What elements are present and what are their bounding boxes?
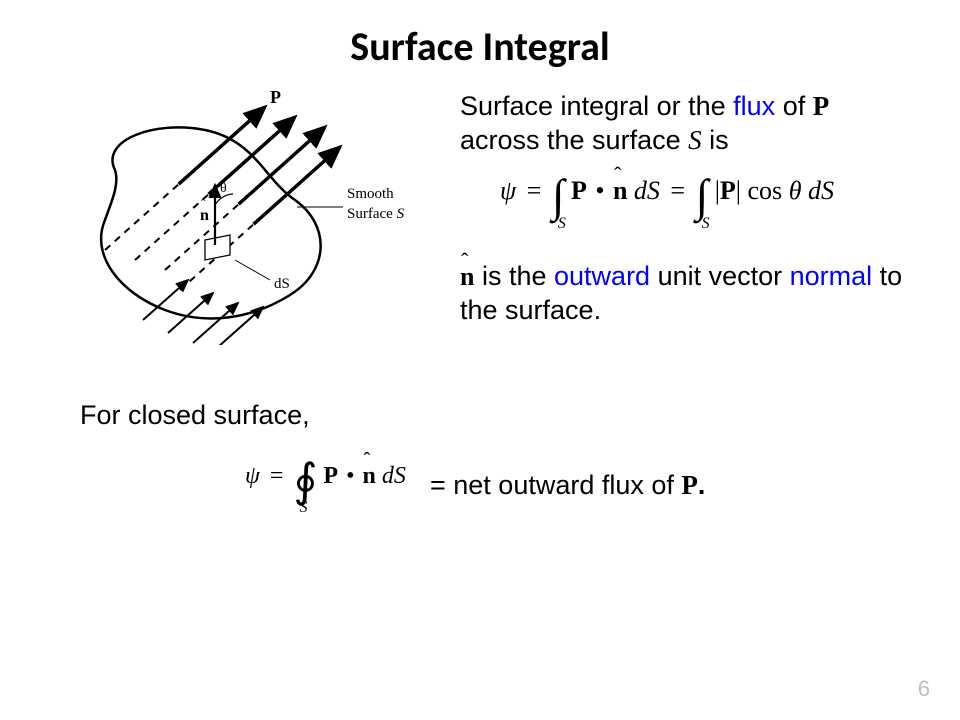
dS: dS (808, 176, 834, 205)
svg-text:Smooth: Smooth (347, 186, 394, 202)
dot-icon: • (344, 463, 356, 489)
page-title: Surface Integral (0, 22, 960, 71)
vector-P: P (720, 176, 736, 205)
page-number: 6 (918, 676, 930, 702)
svg-text:dS: dS (274, 276, 290, 292)
text: of (775, 91, 813, 121)
equation-closed-surface: ψ = ∮S P • n dS (245, 460, 406, 503)
n-hat: n (460, 261, 474, 294)
surface-S: S (688, 125, 702, 155)
bar: | (736, 176, 741, 205)
dS: dS (382, 463, 406, 489)
vector-P: P (813, 91, 830, 121)
word-normal: normal (790, 261, 873, 291)
svg-text:ˆ: ˆ (201, 196, 206, 211)
psi: ψ (500, 176, 516, 205)
svg-text:Surface S: Surface S (347, 206, 405, 222)
vector-P: P (681, 470, 698, 500)
equals: = (666, 176, 689, 205)
psi: ψ (245, 463, 260, 489)
text: unit vector (650, 261, 790, 291)
equals: = (523, 176, 546, 205)
equation-surface-integral: ψ = ∫S P • n dS = ∫S |P| cos θ dS (500, 175, 910, 220)
text: is (702, 125, 729, 155)
paragraph-flux-definition: Surface integral or the flux of P across… (460, 90, 910, 158)
integral-1: ∫S (552, 175, 565, 220)
text: across the surface (460, 125, 688, 155)
n-hat: n (613, 175, 627, 208)
paragraph-closed-surface: For closed surface, (80, 400, 310, 431)
word-outward: outward (554, 261, 650, 291)
dS: dS (634, 176, 660, 205)
closed-integral: ∮S (293, 460, 317, 503)
equals: = (266, 463, 288, 489)
equation-closed-result: = net outward flux of P. (430, 470, 705, 501)
vector-P: P (323, 463, 338, 489)
dot-icon: • (593, 176, 606, 205)
n-hat: n (363, 463, 376, 490)
text: Surface integral or the (460, 91, 733, 121)
slide: Surface Integral Pθ n ˆ dS Smooth Surface S S… (0, 0, 960, 720)
cos: cos (748, 176, 783, 205)
text: . (698, 470, 706, 500)
svg-text:P: P (270, 87, 281, 107)
flux-diagram: PθnˆdSSmoothSurface S (60, 85, 420, 345)
vector-P: P (571, 176, 587, 205)
theta: θ (789, 176, 802, 205)
word-flux: flux (733, 91, 775, 121)
integral-2: ∫S (696, 175, 709, 220)
text: is the (474, 261, 554, 291)
text: = net outward flux of (430, 470, 681, 500)
svg-text:θ: θ (220, 181, 227, 196)
diagram-svg: PθnˆdSSmoothSurface S (60, 85, 420, 345)
paragraph-normal-vector: n is the outward unit vector normal to t… (460, 260, 910, 328)
